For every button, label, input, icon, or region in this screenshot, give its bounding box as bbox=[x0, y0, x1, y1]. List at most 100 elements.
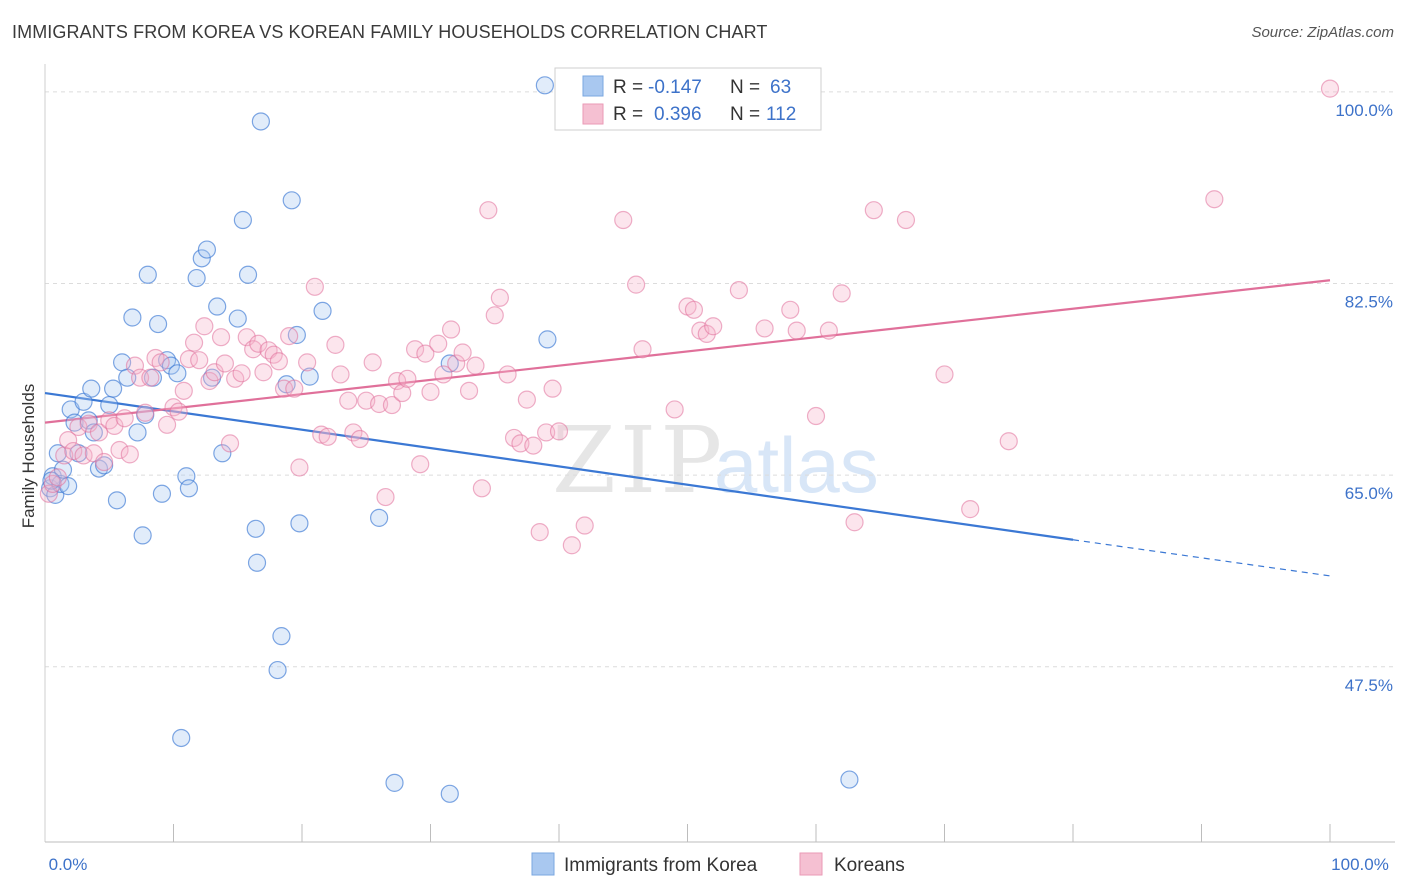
point-koreans bbox=[200, 371, 219, 391]
point-koreans bbox=[575, 516, 594, 535]
point-koreans bbox=[781, 300, 800, 319]
legend-r-label-2: R = bbox=[613, 104, 643, 125]
point-koreans bbox=[125, 356, 145, 375]
point-immigrants bbox=[287, 325, 306, 345]
point-koreans bbox=[290, 458, 309, 477]
point-koreans bbox=[429, 334, 448, 353]
point-immigrants bbox=[538, 330, 557, 349]
point-immigrants bbox=[148, 314, 168, 334]
point-koreans bbox=[398, 369, 417, 388]
trend-line-immigrants-extrapolated bbox=[1072, 539, 1331, 577]
point-koreans bbox=[105, 416, 124, 435]
point-koreans bbox=[269, 352, 288, 371]
point-koreans bbox=[549, 422, 569, 441]
point-koreans bbox=[755, 319, 774, 338]
point-immigrants bbox=[172, 728, 191, 748]
point-koreans bbox=[136, 403, 155, 422]
point-immigrants bbox=[300, 367, 319, 386]
x-tick-label-min: 0.0% bbox=[49, 855, 88, 874]
watermark: ZIP atlas bbox=[552, 407, 879, 514]
point-koreans bbox=[215, 354, 234, 373]
point-immigrants bbox=[290, 514, 309, 533]
point-immigrants bbox=[440, 354, 459, 373]
point-immigrants bbox=[440, 784, 459, 803]
legend-r-value-1: -0.147 bbox=[648, 77, 702, 98]
point-koreans bbox=[562, 536, 581, 555]
point-immigrants bbox=[313, 301, 332, 321]
point-koreans bbox=[305, 277, 324, 296]
legend-r-value-2: 0.396 bbox=[654, 104, 702, 125]
point-koreans bbox=[845, 513, 864, 532]
point-koreans bbox=[1320, 79, 1340, 98]
y-tick-label: 100.0% bbox=[1335, 101, 1393, 120]
point-koreans bbox=[69, 417, 88, 437]
point-koreans bbox=[896, 210, 916, 230]
point-koreans bbox=[59, 431, 78, 450]
point-koreans bbox=[169, 402, 188, 421]
point-koreans bbox=[174, 381, 193, 400]
point-koreans bbox=[459, 381, 479, 400]
point-koreans bbox=[485, 306, 504, 325]
watermark-zip: ZIP bbox=[552, 407, 726, 514]
point-koreans bbox=[1205, 190, 1224, 209]
point-koreans bbox=[318, 427, 337, 446]
point-immigrants bbox=[251, 112, 270, 131]
point-immigrants bbox=[535, 76, 554, 95]
point-immigrants bbox=[246, 519, 265, 538]
point-koreans bbox=[543, 379, 562, 398]
point-koreans bbox=[130, 368, 150, 387]
point-koreans bbox=[331, 365, 350, 384]
point-immigrants bbox=[238, 265, 258, 284]
point-koreans bbox=[254, 363, 273, 382]
point-koreans bbox=[157, 415, 177, 434]
legend-n-label-1: N = bbox=[730, 77, 760, 98]
point-koreans bbox=[729, 281, 749, 300]
point-koreans bbox=[614, 210, 633, 230]
point-koreans bbox=[832, 284, 851, 303]
point-immigrants bbox=[152, 484, 172, 503]
point-koreans bbox=[141, 368, 160, 387]
point-koreans bbox=[344, 423, 363, 442]
point-immigrants bbox=[247, 553, 267, 572]
point-immigrants bbox=[840, 770, 859, 789]
point-immigrants bbox=[268, 660, 287, 680]
point-immigrants bbox=[213, 444, 232, 463]
point-koreans bbox=[195, 317, 214, 336]
series-legend: Immigrants from Korea Koreans bbox=[531, 852, 905, 876]
point-koreans bbox=[326, 335, 345, 354]
legend-n-value-2: 112 bbox=[766, 104, 796, 125]
point-koreans bbox=[787, 321, 806, 340]
point-koreans bbox=[421, 382, 440, 402]
point-immigrants bbox=[123, 308, 142, 327]
trend-lines bbox=[44, 279, 1331, 577]
point-koreans bbox=[466, 356, 485, 375]
point-immigrants bbox=[107, 491, 127, 510]
point-koreans bbox=[48, 468, 67, 487]
point-koreans bbox=[517, 390, 536, 409]
chart-title: IMMIGRANTS FROM KOREA VS KOREAN FAMILY H… bbox=[12, 22, 768, 42]
point-immigrants bbox=[385, 773, 404, 792]
legend-swatch-blue bbox=[582, 75, 604, 97]
point-koreans bbox=[110, 440, 129, 460]
point-koreans bbox=[232, 364, 251, 383]
point-koreans bbox=[479, 201, 498, 220]
point-koreans bbox=[441, 320, 461, 339]
point-immigrants bbox=[192, 249, 211, 268]
point-koreans bbox=[298, 353, 317, 372]
point-immigrants bbox=[370, 508, 389, 527]
point-koreans bbox=[55, 446, 74, 465]
point-koreans bbox=[961, 500, 980, 519]
point-immigrants bbox=[187, 268, 206, 288]
point-koreans bbox=[453, 343, 472, 362]
point-koreans bbox=[280, 326, 299, 346]
point-koreans bbox=[434, 365, 453, 384]
point-koreans bbox=[100, 411, 119, 430]
axes bbox=[44, 64, 1395, 843]
point-koreans bbox=[405, 340, 425, 359]
point-koreans bbox=[190, 351, 209, 370]
point-koreans bbox=[665, 400, 684, 419]
point-immigrants bbox=[82, 379, 101, 398]
point-koreans bbox=[447, 354, 466, 373]
legend-n-value-1: 63 bbox=[770, 77, 791, 98]
